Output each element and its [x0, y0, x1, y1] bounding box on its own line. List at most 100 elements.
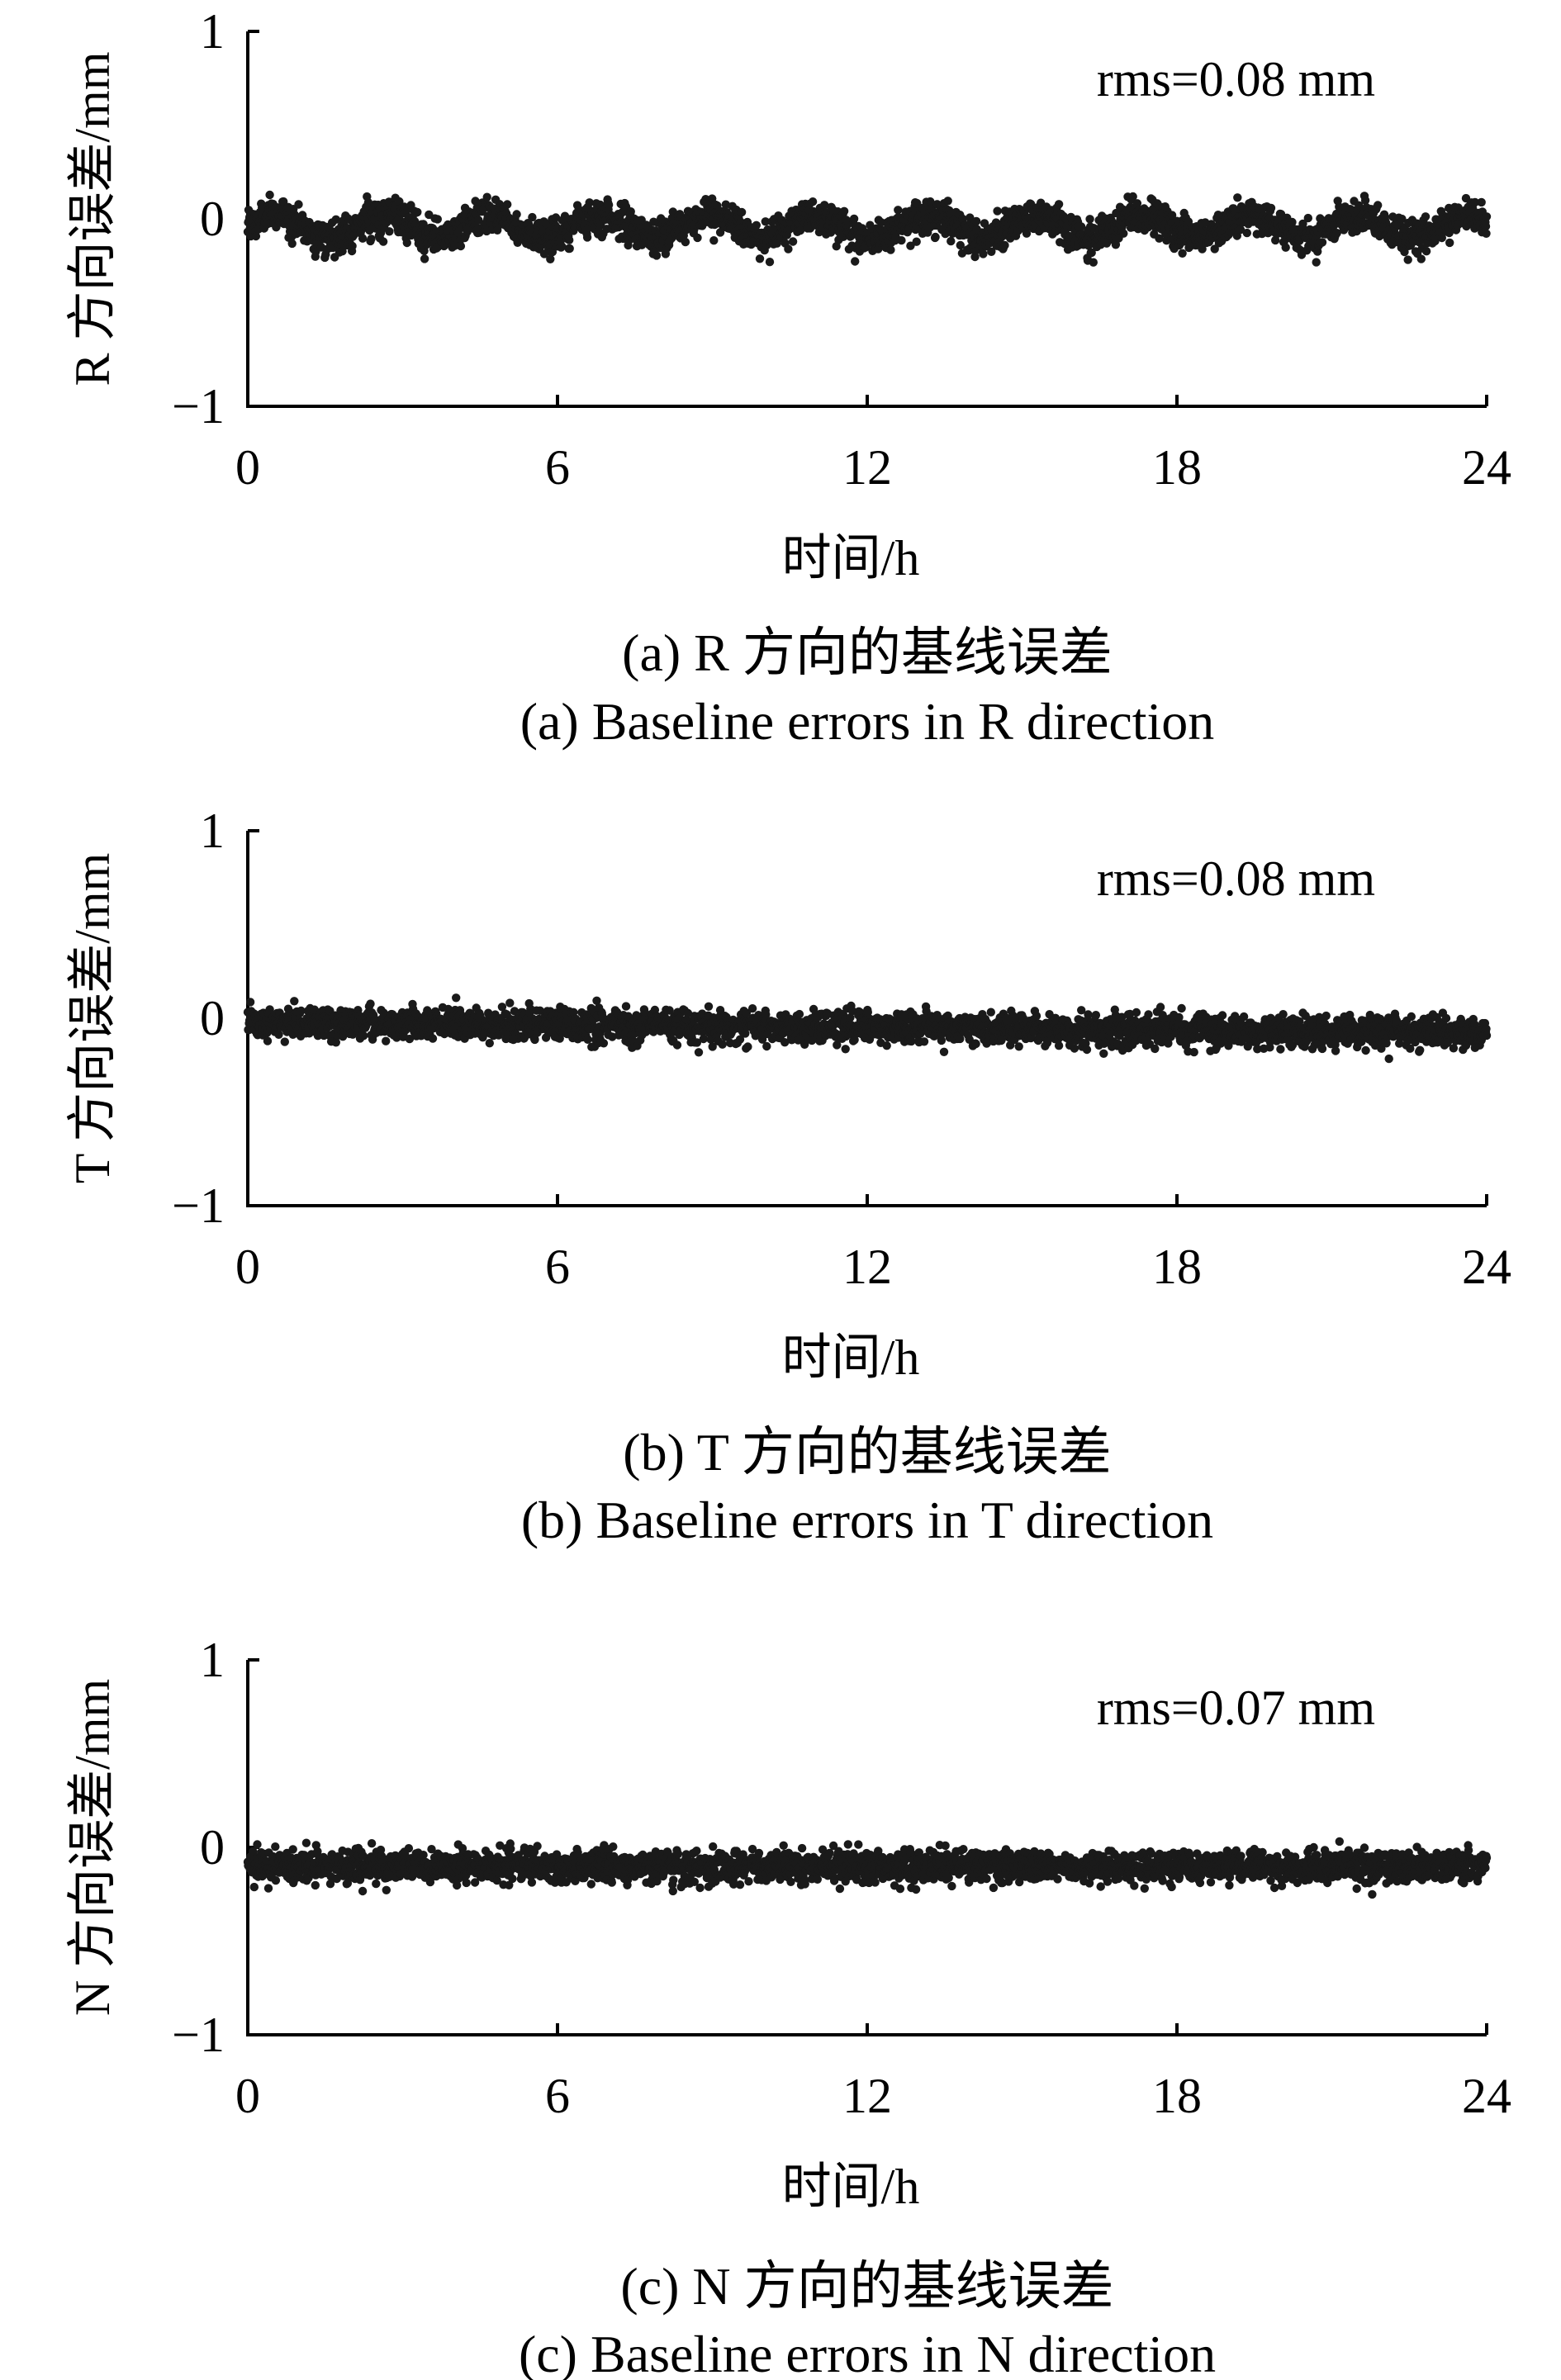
data-point: [851, 257, 860, 266]
data-point: [1014, 1042, 1023, 1051]
x-tick-label: 18: [1152, 440, 1202, 495]
data-point: [788, 237, 798, 246]
data-point: [765, 258, 775, 267]
data-point: [737, 207, 747, 217]
data-point: [338, 247, 347, 256]
data-point: [1099, 1049, 1108, 1059]
data-point: [1032, 1012, 1041, 1021]
data-point: [1312, 258, 1321, 267]
y-tick-label: 1: [200, 4, 225, 59]
y-axis-title: R 方向误差/mm: [65, 51, 120, 386]
data-point: [1084, 1010, 1093, 1019]
data-point: [1403, 255, 1412, 264]
data-point: [279, 197, 288, 206]
data-point: [943, 197, 952, 206]
data-point: [755, 254, 765, 263]
data-point: [894, 206, 903, 215]
data-point: [245, 998, 255, 1007]
caption-en: (b) Baseline errors in T direction: [521, 1491, 1213, 1549]
data-point: [1091, 1011, 1101, 1020]
y-tick-label: 0: [200, 192, 225, 246]
y-axis-title: T 方向误差/mm: [65, 853, 120, 1184]
data-point: [382, 1036, 391, 1045]
data-point: [693, 233, 702, 243]
data-point: [433, 215, 442, 224]
rms-annotation: rms=0.08 mm: [1097, 851, 1375, 906]
data-point: [1266, 203, 1276, 213]
data-point: [993, 206, 1002, 216]
data-point: [694, 1048, 704, 1057]
data-point: [378, 237, 388, 246]
data-point: [795, 1009, 804, 1019]
caption-cn: (a) R 方向的基线误差: [622, 623, 1113, 682]
data-point: [747, 1004, 757, 1013]
y-tick-label: −1: [172, 379, 225, 434]
data-point: [512, 210, 521, 219]
data-point: [428, 1034, 438, 1043]
data-point: [456, 241, 466, 251]
data-point: [582, 233, 592, 242]
data-point: [947, 236, 956, 246]
data-point: [290, 997, 299, 1006]
data-point: [263, 1036, 273, 1045]
caption-en: (a) Baseline errors in R direction: [520, 692, 1215, 751]
data-point: [251, 231, 261, 241]
data-point: [565, 244, 574, 254]
x-tick-label: 12: [842, 440, 892, 495]
data-point: [704, 1002, 714, 1012]
data-point: [1477, 197, 1486, 207]
data-point: [565, 235, 574, 244]
data-point: [986, 1007, 996, 1017]
data-point: [1445, 238, 1454, 248]
data-point: [280, 1037, 289, 1046]
data-point: [621, 1002, 631, 1011]
data-point: [1482, 229, 1491, 238]
data-point: [583, 1035, 592, 1045]
data-point: [939, 1047, 949, 1057]
x-tick-label: 0: [235, 1240, 260, 1294]
data-point: [1242, 228, 1252, 238]
data-point: [762, 1041, 771, 1051]
data-point: [1054, 1041, 1064, 1050]
data-point: [604, 200, 614, 210]
data-point: [331, 215, 340, 224]
data-point: [1082, 1045, 1092, 1055]
data-point: [294, 200, 303, 209]
data-point: [971, 216, 981, 226]
x-tick-label: 6: [545, 440, 570, 495]
data-point: [709, 236, 719, 245]
data-point: [385, 227, 394, 236]
x-tick-label: 18: [1152, 1240, 1202, 1294]
x-tick-label: 24: [1462, 440, 1511, 495]
data-point: [897, 235, 906, 245]
data-point: [971, 1039, 980, 1049]
data-point: [681, 237, 690, 247]
x-tick-label: 24: [1462, 1240, 1511, 1294]
data-point: [287, 239, 297, 249]
data-point: [413, 207, 422, 217]
x-tick-label: 6: [545, 1240, 570, 1294]
y-tick-label: 0: [200, 991, 225, 1045]
data-point: [1374, 201, 1383, 210]
x-axis-title: 时间/h: [782, 531, 920, 586]
data-point: [485, 1039, 494, 1048]
data-point: [599, 1039, 609, 1048]
data-point: [882, 1041, 891, 1050]
data-point: [1281, 243, 1290, 252]
data-point: [979, 249, 988, 258]
data-point: [265, 190, 274, 200]
data-point: [672, 1041, 682, 1050]
data-point: [348, 241, 357, 251]
data-point: [482, 192, 491, 201]
data-point: [1482, 212, 1492, 221]
data-point: [1089, 258, 1098, 267]
rms-annotation: rms=0.08 mm: [1097, 52, 1375, 107]
data-point: [1317, 238, 1327, 247]
data-point: [452, 993, 461, 1003]
data-point: [505, 998, 515, 1007]
x-tick-label: 0: [235, 440, 260, 495]
data-point: [420, 254, 429, 263]
